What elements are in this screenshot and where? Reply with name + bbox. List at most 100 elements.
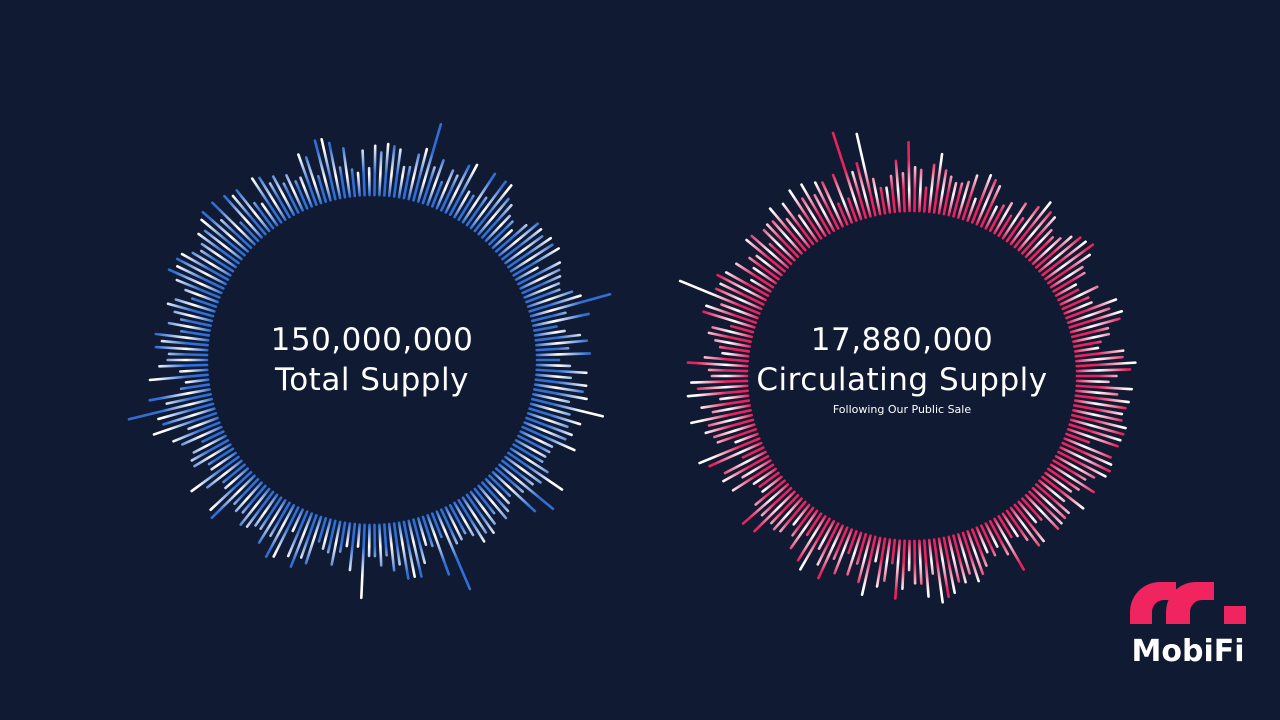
circulating-supply-ring-bar [927, 163, 936, 214]
circulating-supply-ring-bar [1072, 409, 1123, 422]
total-supply-ring-bar [448, 503, 467, 535]
total-supply-ring-bar [193, 443, 232, 468]
total-supply-ring-bar [523, 282, 561, 299]
total-supply-ring-bar [397, 521, 410, 580]
circulating-supply-ring-bar [1063, 437, 1112, 459]
circulating-supply-ring-bar [1065, 298, 1118, 320]
circulating-supply-ring-bar [1065, 432, 1090, 444]
circulating-supply-ring-bar [1038, 479, 1066, 503]
total-supply-ring-bar [453, 501, 475, 537]
total-supply-ring-bar [190, 439, 230, 462]
circulating-supply-ring-bar [731, 463, 775, 492]
total-supply-ring-bar [233, 477, 260, 506]
circulating-supply-ring-bar [1073, 399, 1127, 410]
total-supply-ring-bar [191, 297, 218, 308]
circulating-supply-ring-bar [837, 202, 849, 226]
total-supply-ring-bar [200, 249, 235, 273]
total-supply-ring-bar [165, 393, 212, 405]
circulating-supply-ring-bar [711, 326, 754, 339]
total-supply-ring-bar [521, 425, 576, 452]
total-supply-ring-bar [397, 165, 406, 199]
total-supply-ring-bar [416, 517, 428, 547]
total-supply-ring-bar [535, 339, 589, 347]
circulating-supply-ring-bar [984, 205, 998, 230]
total-supply-ring-bar [488, 220, 514, 246]
circulating-supply-ring-bar [1068, 309, 1124, 329]
total-supply-ring-bar [304, 156, 323, 205]
total-supply-ring-bar [448, 163, 479, 217]
total-supply-ring-bar [430, 512, 443, 539]
circulating-supply-note: Following Our Public Sale [832, 403, 972, 416]
total-supply-ring-bar [254, 493, 279, 527]
total-supply-ring-bar [231, 194, 267, 236]
circulating-supply-ring-bar [1021, 216, 1057, 255]
circulating-supply-ring-bar [1072, 332, 1111, 343]
circulating-supply-ring-bar [966, 530, 985, 576]
circulating-supply-ring-bar [768, 242, 793, 266]
circulating-supply-ring-bar [722, 455, 770, 483]
total-supply-ring-bar [412, 147, 429, 202]
total-supply-ring-bar [178, 368, 209, 373]
total-supply-ring-bar [356, 523, 361, 548]
circulating-supply-ring-bar [970, 173, 993, 224]
circulating-supply-ring-bar [913, 165, 917, 213]
total-supply-ring-bar [338, 521, 347, 553]
total-supply-ring-bar [299, 176, 314, 208]
circulating-supply-ring-bar [918, 539, 923, 585]
total-supply-ring-bar [501, 459, 534, 486]
circulating-supply-ring-bar [1054, 455, 1096, 479]
total-supply-ring-bar [286, 510, 309, 558]
circulating-supply-ring-bar [1001, 512, 1019, 538]
total-supply-ring-bar [383, 142, 390, 197]
circulating-supply-value: 17,880,000 [810, 322, 994, 358]
circulating-supply-ring-bar [698, 437, 761, 465]
total-supply-ring-bar [514, 439, 547, 458]
total-supply-ring-bar [534, 333, 582, 342]
total-supply-ring-bar [187, 416, 219, 431]
circulating-supply-ring-bar [741, 483, 790, 525]
circulating-supply-ring-bar [885, 186, 892, 214]
total-supply-ring-bar [440, 174, 459, 212]
circulating-supply-ring-bar [952, 534, 967, 584]
circulating-supply-ring-bar [723, 450, 767, 475]
circulating-supply-ring-bar [932, 152, 944, 214]
circulating-supply-ring-bar [947, 181, 958, 217]
circulating-supply-ring-bar [1001, 202, 1027, 240]
circulating-supply-ring-bar [801, 197, 827, 237]
total-supply-ring-bar [175, 257, 227, 286]
circulating-supply-ring-bar [765, 223, 800, 259]
circulating-supply-ring-bar [1041, 240, 1087, 277]
circulating-supply-ring-bar [758, 471, 780, 488]
circulating-supply-ring-bar [1031, 237, 1062, 266]
circulating-supply-ring-bar [894, 539, 901, 600]
circulating-supply-ring-bar [1069, 418, 1125, 436]
total-supply-ring-bar [361, 149, 366, 197]
total-supply-ring-bar [211, 201, 256, 246]
circulating-supply-ring-bar [1028, 236, 1054, 262]
total-supply-ring-bar [373, 144, 377, 197]
total-supply-ring-bar [523, 421, 567, 441]
circulating-supply-ring-bar [1028, 490, 1063, 525]
total-supply-ring-bar [289, 512, 314, 568]
total-supply-ring-bar [257, 499, 287, 544]
circulating-supply-ring-bar [741, 446, 765, 459]
total-supply-ring-bar [378, 151, 383, 197]
total-supply-ring-bar [392, 148, 402, 198]
circulating-supply-ring-bar [927, 538, 935, 575]
total-supply-ring-bar [180, 252, 230, 281]
circulating-supply-ring-bar [1049, 463, 1095, 494]
circulating-supply-ring-bar [1017, 500, 1038, 524]
total-supply-ring-bar [184, 288, 219, 304]
total-supply-ring-bar [529, 402, 571, 416]
circulating-supply-ring-bar [1074, 394, 1130, 404]
circulating-supply-ring-bar [1034, 235, 1073, 269]
circulating-supply-ring-bar [1009, 506, 1041, 547]
circulating-supply-ring-bar [1059, 446, 1112, 473]
circulating-supply-ring-bar [975, 178, 998, 226]
circulating-supply-ring-bar [907, 141, 911, 213]
total-supply-ring-bar [421, 166, 436, 205]
circulating-supply-ring-bar [734, 432, 759, 444]
circulating-supply-ring-bar [1068, 423, 1122, 442]
circulating-supply-ring-bar [1044, 243, 1095, 281]
total-supply-ring-bar [294, 180, 309, 210]
